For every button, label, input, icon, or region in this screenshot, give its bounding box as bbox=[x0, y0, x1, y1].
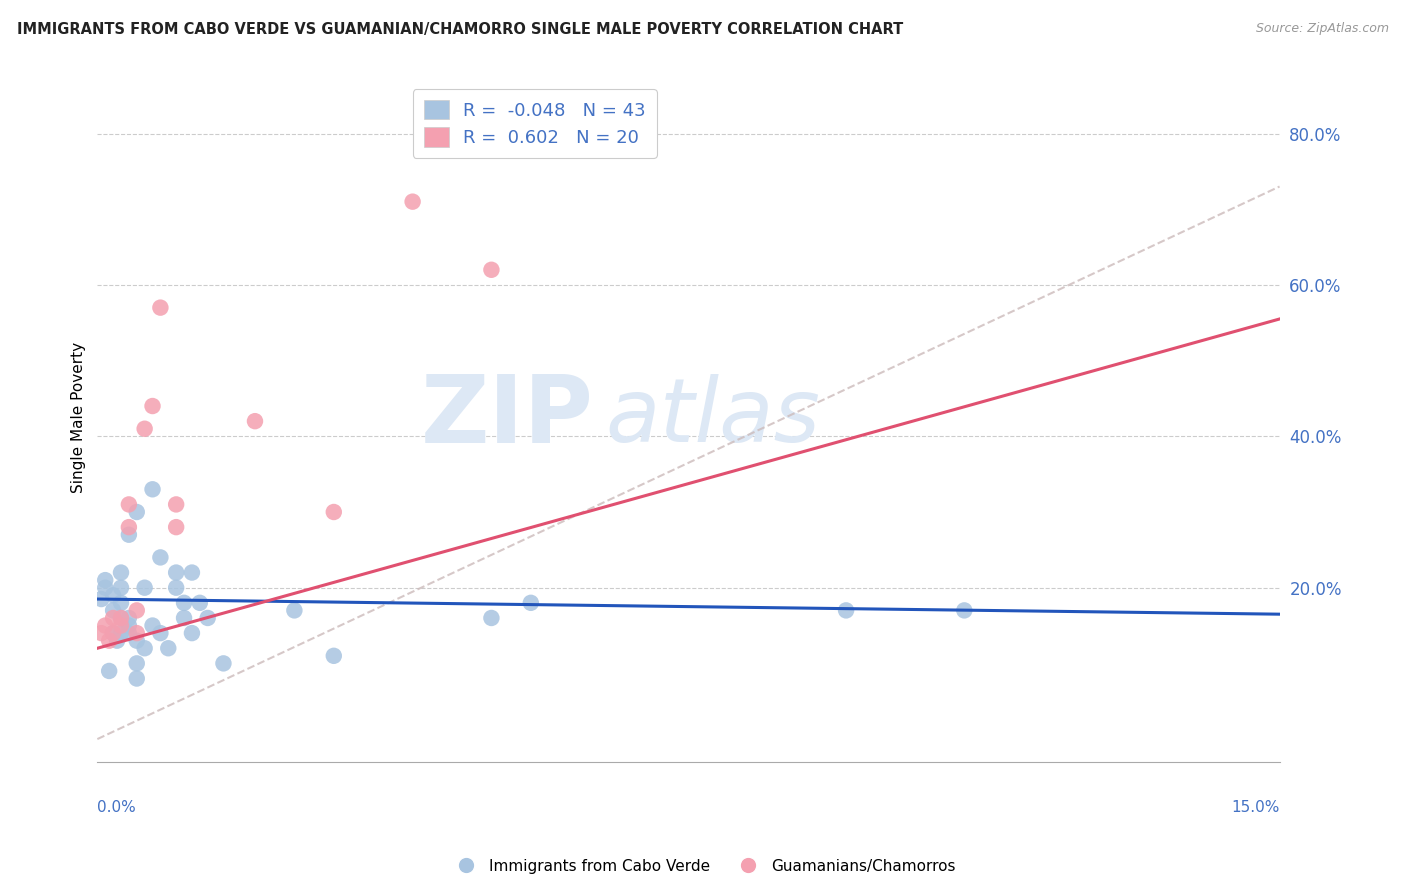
Point bbox=[134, 422, 156, 436]
Point bbox=[149, 550, 172, 565]
Point bbox=[110, 618, 132, 632]
Point bbox=[481, 262, 503, 277]
Point bbox=[197, 611, 219, 625]
Point bbox=[118, 520, 141, 534]
Point bbox=[118, 527, 141, 541]
Point bbox=[98, 664, 121, 678]
Point bbox=[118, 498, 141, 512]
Text: 15.0%: 15.0% bbox=[1232, 799, 1279, 814]
Point bbox=[110, 596, 132, 610]
Point bbox=[165, 498, 187, 512]
Point bbox=[181, 566, 204, 580]
Point bbox=[141, 483, 163, 497]
Point bbox=[125, 505, 148, 519]
Point bbox=[101, 626, 124, 640]
Point bbox=[118, 611, 141, 625]
Legend: Immigrants from Cabo Verde, Guamanians/Chamorros: Immigrants from Cabo Verde, Guamanians/C… bbox=[444, 853, 962, 880]
Point bbox=[322, 505, 344, 519]
Point bbox=[125, 633, 148, 648]
Point bbox=[101, 603, 124, 617]
Point bbox=[134, 641, 156, 656]
Point bbox=[953, 603, 976, 617]
Point bbox=[94, 573, 117, 587]
Point bbox=[118, 626, 141, 640]
Point bbox=[173, 596, 195, 610]
Point bbox=[118, 618, 141, 632]
Point bbox=[98, 633, 121, 648]
Point bbox=[149, 301, 172, 315]
Point bbox=[283, 603, 305, 617]
Point bbox=[110, 626, 132, 640]
Point bbox=[90, 592, 112, 607]
Text: 0.0%: 0.0% bbox=[97, 799, 136, 814]
Point bbox=[165, 566, 187, 580]
Y-axis label: Single Male Poverty: Single Male Poverty bbox=[72, 342, 86, 493]
Point bbox=[101, 611, 124, 625]
Point bbox=[134, 581, 156, 595]
Point bbox=[94, 581, 117, 595]
Point bbox=[101, 626, 124, 640]
Point bbox=[90, 626, 112, 640]
Point bbox=[141, 399, 163, 413]
Point bbox=[149, 626, 172, 640]
Point bbox=[173, 611, 195, 625]
Point bbox=[481, 611, 503, 625]
Point bbox=[181, 626, 204, 640]
Legend: R =  -0.048   N = 43, R =  0.602   N = 20: R = -0.048 N = 43, R = 0.602 N = 20 bbox=[413, 89, 657, 158]
Point bbox=[165, 520, 187, 534]
Point bbox=[101, 588, 124, 602]
Point bbox=[125, 657, 148, 671]
Point bbox=[125, 603, 148, 617]
Text: IMMIGRANTS FROM CABO VERDE VS GUAMANIAN/CHAMORRO SINGLE MALE POVERTY CORRELATION: IMMIGRANTS FROM CABO VERDE VS GUAMANIAN/… bbox=[17, 22, 903, 37]
Point bbox=[110, 581, 132, 595]
Point bbox=[110, 566, 132, 580]
Point bbox=[141, 618, 163, 632]
Point bbox=[94, 618, 117, 632]
Point bbox=[110, 611, 132, 625]
Point bbox=[322, 648, 344, 663]
Text: ZIP: ZIP bbox=[420, 371, 593, 463]
Point bbox=[520, 596, 543, 610]
Text: atlas: atlas bbox=[606, 375, 821, 460]
Point bbox=[105, 633, 128, 648]
Point bbox=[188, 596, 211, 610]
Point bbox=[125, 672, 148, 686]
Point bbox=[165, 581, 187, 595]
Point bbox=[157, 641, 180, 656]
Point bbox=[401, 194, 423, 209]
Point bbox=[110, 611, 132, 625]
Point bbox=[125, 626, 148, 640]
Point bbox=[212, 657, 235, 671]
Text: Source: ZipAtlas.com: Source: ZipAtlas.com bbox=[1256, 22, 1389, 36]
Point bbox=[835, 603, 858, 617]
Point bbox=[243, 414, 266, 428]
